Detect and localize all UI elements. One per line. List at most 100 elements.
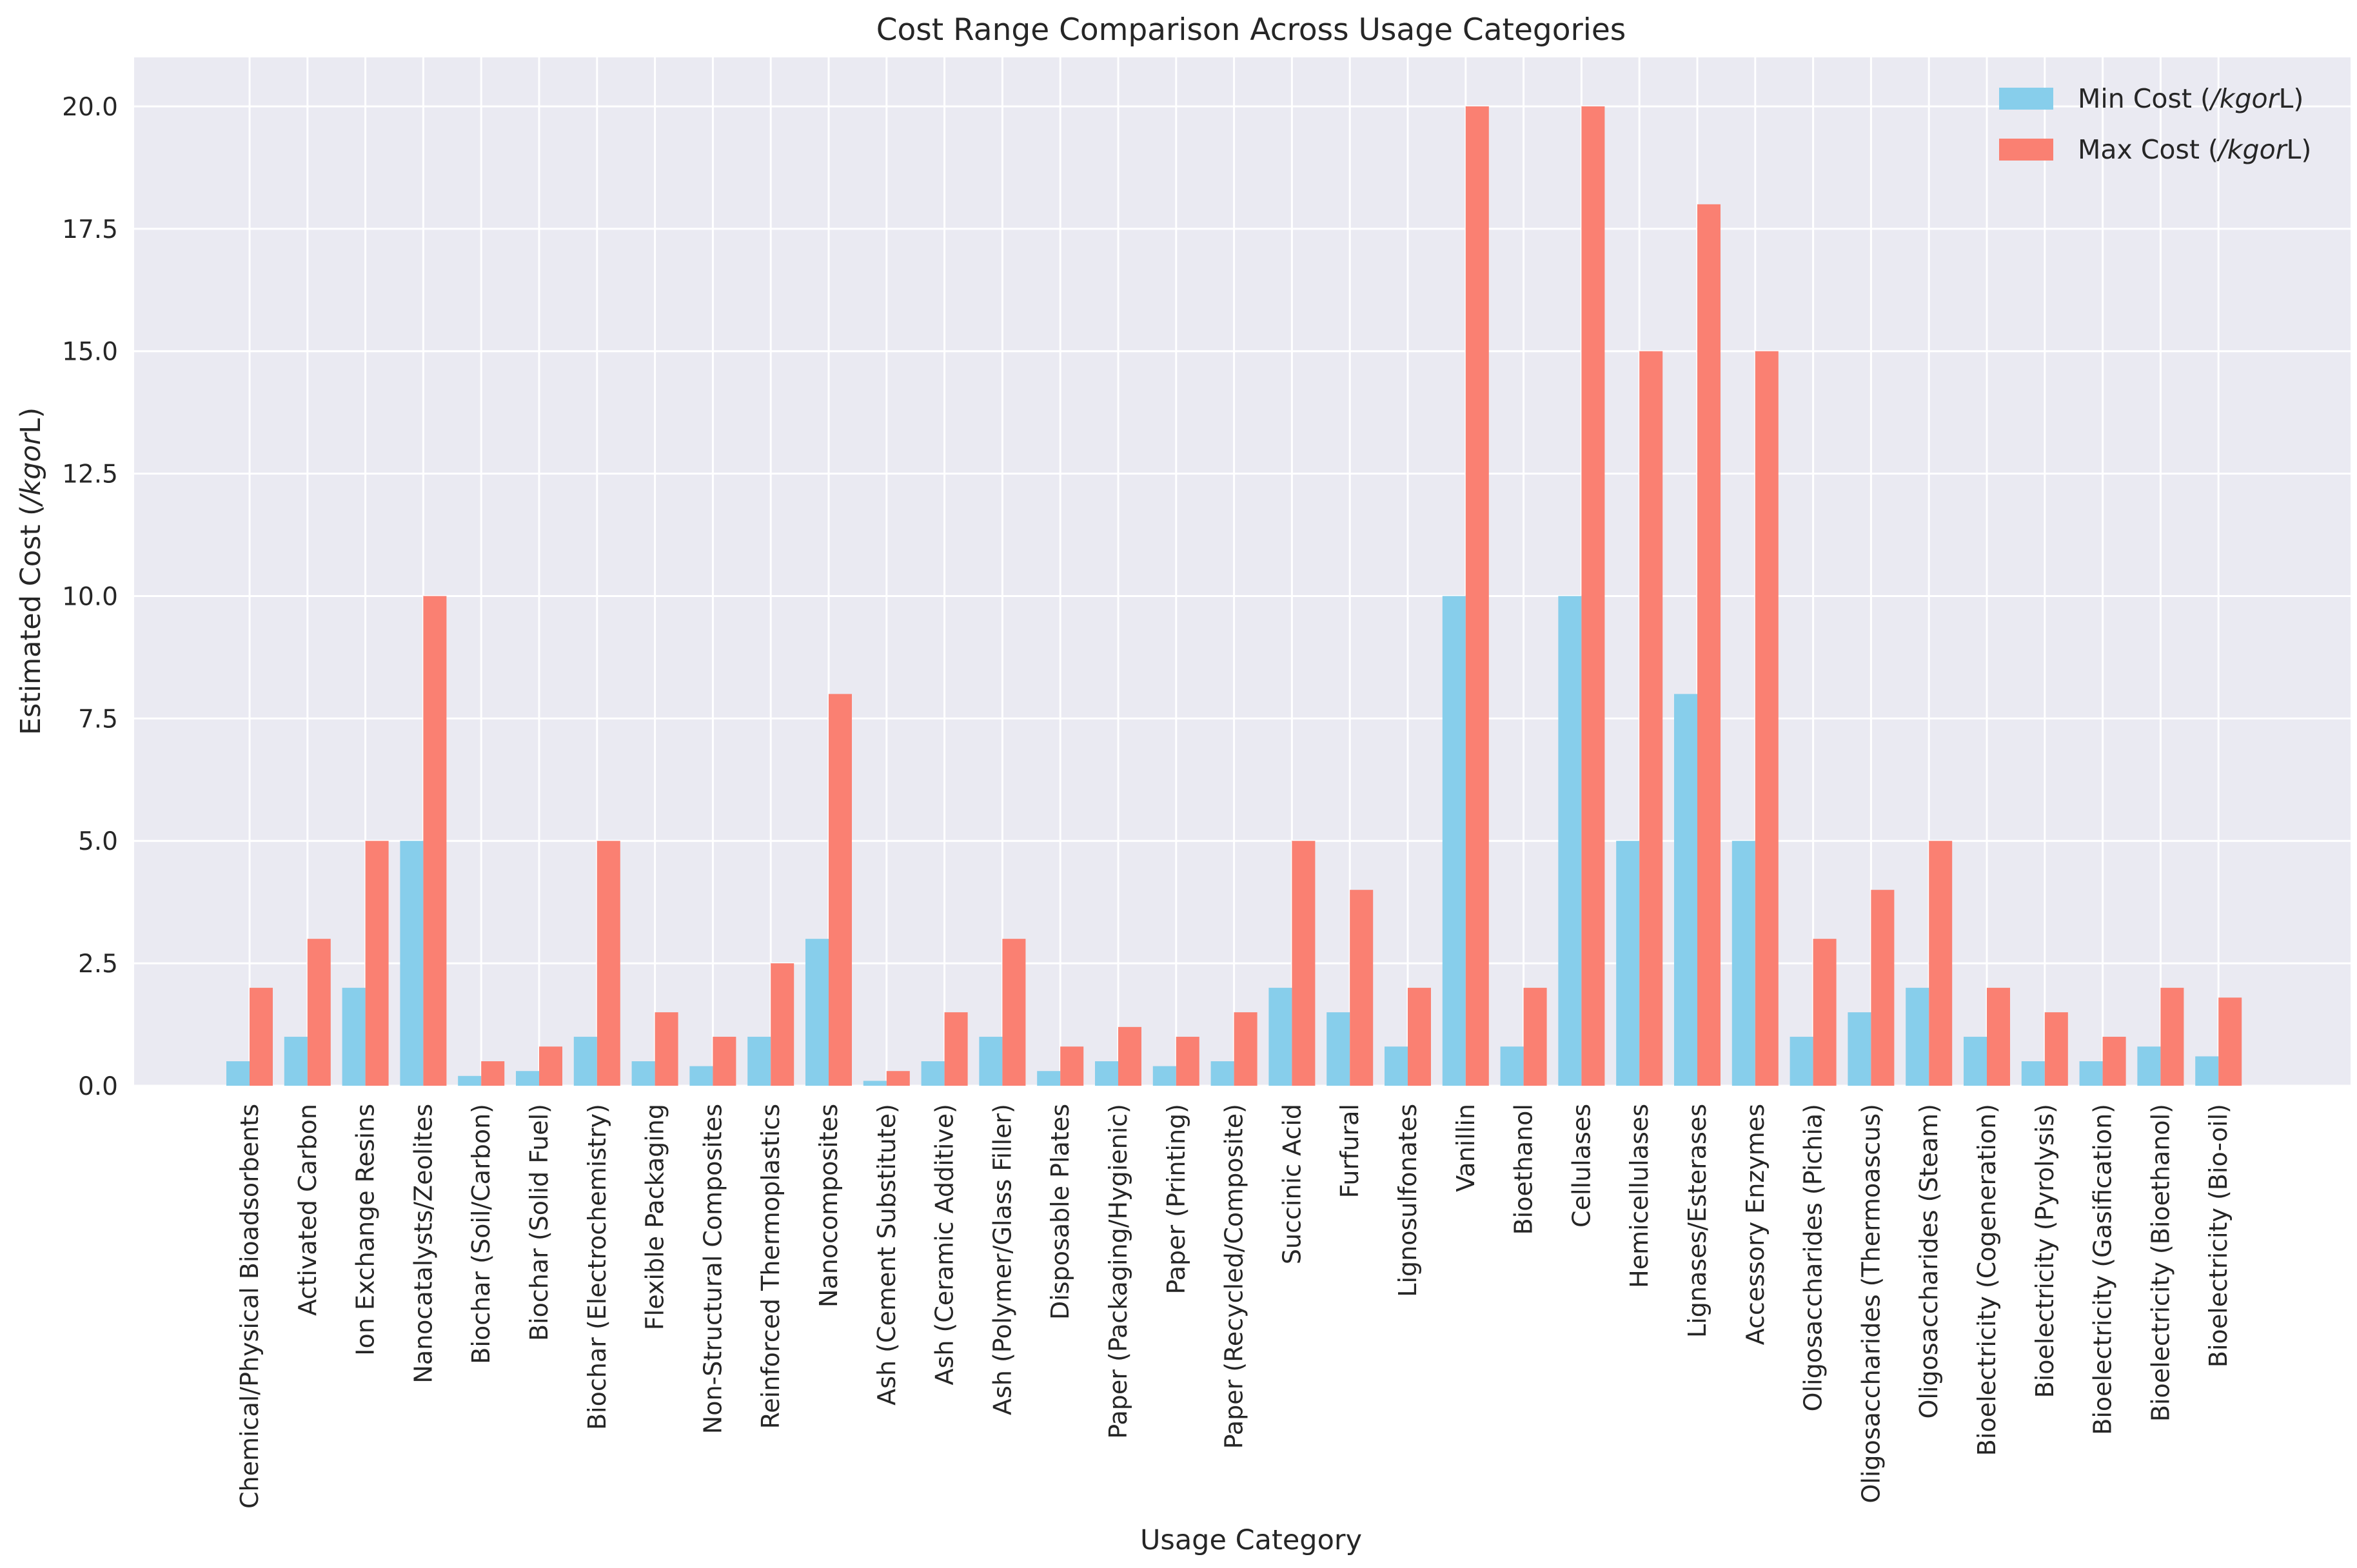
max-cost-bar-17 — [1234, 1012, 1257, 1086]
y-tick-label: 5.0 — [78, 827, 118, 856]
x-tick-label: Ion Exchange Resins — [351, 1104, 380, 1356]
x-tick-label: Chemical/Physical Bioadsorbents — [235, 1104, 264, 1509]
max-cost-bar-15 — [1118, 1026, 1141, 1086]
max-cost-bar-4 — [481, 1061, 505, 1086]
min-cost-bar-2 — [342, 988, 366, 1086]
min-cost-bar-15 — [1095, 1061, 1118, 1086]
max-cost-bar-22 — [1523, 988, 1547, 1086]
max-cost-bar-28 — [1871, 890, 1895, 1086]
x-tick-label: Ash (Polymer/Glass Filler) — [988, 1104, 1016, 1415]
y-axis-label: Estimated Cost (/kgorL) — [15, 407, 47, 735]
chart-title: Cost Range Comparison Across Usage Categ… — [876, 12, 1626, 48]
x-tick-label: Nanocomposites — [814, 1104, 843, 1308]
max-cost-bar-32 — [2102, 1037, 2126, 1086]
min-cost-bar-16 — [1152, 1066, 1176, 1086]
min-cost-bar-25 — [1674, 694, 1697, 1086]
min-cost-bar-20 — [1385, 1046, 1408, 1086]
min-cost-bar-6 — [573, 1037, 597, 1086]
min-cost-bar-5 — [516, 1071, 539, 1086]
y-tick-label: 12.5 — [62, 460, 118, 489]
min-cost-bar-14 — [1037, 1071, 1061, 1086]
max-cost-bar-16 — [1176, 1037, 1199, 1086]
x-tick-label: Paper (Recycled/Composite) — [1220, 1104, 1248, 1449]
x-tick-label: Paper (Printing) — [1162, 1104, 1190, 1295]
max-cost-bar-1 — [307, 939, 331, 1086]
x-tick-label: Bioelectricity (Cogeneration) — [1973, 1104, 2001, 1456]
min-cost-bar-29 — [1906, 988, 1929, 1086]
max-cost-bar-5 — [539, 1046, 562, 1086]
min-cost-bar-8 — [689, 1066, 713, 1086]
y-axis-ticks: 0.0 2.5 5.0 7.5 10.0 12.5 15.0 17.5 20.0 — [62, 93, 118, 1101]
max-cost-bar-10 — [829, 694, 852, 1086]
min-cost-bar-32 — [2079, 1061, 2103, 1086]
x-tick-label: Accessory Enzymes — [1741, 1104, 1770, 1345]
max-cost-bar-7 — [655, 1012, 678, 1086]
max-cost-bar-14 — [1060, 1046, 1084, 1086]
y-tick-label: 0.0 — [78, 1072, 118, 1101]
x-tick-label: Flexible Packaging — [641, 1104, 669, 1330]
min-cost-bar-1 — [284, 1037, 308, 1086]
bars — [226, 106, 2242, 1086]
max-cost-bar-23 — [1581, 106, 1605, 1086]
x-tick-label: Bioelectricity (Bio-oil) — [2204, 1104, 2233, 1367]
min-cost-bar-13 — [979, 1037, 1003, 1086]
x-axis-label: Usage Category — [1140, 1524, 1362, 1556]
x-tick-label: Furfural — [1336, 1104, 1364, 1198]
x-tick-label: Oligosaccharides (Steam) — [1915, 1104, 1943, 1419]
x-tick-label: Biochar (Solid Fuel) — [525, 1104, 553, 1341]
min-cost-bar-4 — [458, 1075, 482, 1086]
x-axis-ticks: Chemical/Physical Bioadsorbents Activated… — [235, 1104, 2233, 1509]
max-cost-bar-30 — [1987, 988, 2010, 1086]
min-cost-bar-34 — [2195, 1056, 2219, 1086]
max-cost-bar-6 — [597, 841, 620, 1086]
max-cost-bar-8 — [713, 1037, 736, 1086]
max-cost-bar-12 — [944, 1012, 968, 1086]
max-cost-bar-21 — [1465, 106, 1489, 1086]
max-cost-bar-34 — [2218, 997, 2242, 1086]
max-cost-bar-9 — [771, 963, 794, 1086]
max-cost-bar-24 — [1639, 351, 1663, 1086]
max-cost-bar-20 — [1408, 988, 1431, 1086]
plot-area — [134, 57, 2351, 1086]
max-cost-bar-29 — [1929, 841, 1953, 1086]
legend-label-0: Min Cost (/kgorL) — [2078, 83, 2303, 114]
min-cost-bar-21 — [1442, 596, 1466, 1086]
x-tick-label: Biochar (Soil/Carbon) — [467, 1104, 495, 1364]
min-cost-bar-0 — [226, 1061, 250, 1086]
min-cost-bar-28 — [1848, 1012, 1871, 1086]
min-cost-bar-23 — [1558, 596, 1582, 1086]
y-tick-label: 15.0 — [62, 338, 118, 367]
max-cost-bar-25 — [1697, 204, 1721, 1086]
max-cost-bar-19 — [1350, 890, 1374, 1086]
x-tick-label: Oligosaccharides (Pichia) — [1799, 1104, 1828, 1411]
min-cost-bar-26 — [1731, 841, 1755, 1086]
x-tick-label: Bioelectricity (Pyrolysis) — [2031, 1104, 2059, 1398]
x-tick-label: Non-Structural Composites — [698, 1104, 727, 1434]
max-cost-bar-3 — [423, 596, 447, 1086]
y-tick-label: 10.0 — [62, 582, 118, 611]
min-cost-bar-12 — [921, 1061, 945, 1086]
x-tick-label: Lignosulfonates — [1394, 1104, 1422, 1297]
min-cost-bar-18 — [1268, 988, 1292, 1086]
legend-swatch-1 — [1999, 139, 2053, 161]
min-cost-bar-17 — [1210, 1061, 1234, 1086]
max-cost-bar-0 — [250, 988, 273, 1086]
x-tick-label: Oligosaccharides (Thermoascus) — [1857, 1104, 1885, 1504]
legend: Min Cost (/kgorL) Max Cost (/kgorL) — [1999, 83, 2311, 165]
x-tick-label: Succinic Acid — [1277, 1104, 1306, 1264]
x-tick-label: Reinforced Thermoplastics — [756, 1104, 785, 1429]
y-tick-label: 2.5 — [78, 950, 118, 979]
min-cost-bar-3 — [400, 841, 424, 1086]
x-tick-label: Lignases/Esterases — [1683, 1104, 1711, 1338]
min-cost-bar-24 — [1616, 841, 1640, 1086]
x-tick-label: Cellulases — [1567, 1104, 1595, 1228]
x-tick-label: Bioethanol — [1510, 1104, 1538, 1235]
x-tick-label: Bioelectricity (Gasification) — [2089, 1104, 2117, 1435]
min-cost-bar-31 — [2021, 1061, 2045, 1086]
max-cost-bar-33 — [2160, 988, 2184, 1086]
min-cost-bar-19 — [1326, 1012, 1350, 1086]
x-tick-label: Activated Carbon — [293, 1104, 322, 1316]
max-cost-bar-18 — [1292, 841, 1316, 1086]
min-cost-bar-30 — [1964, 1037, 1987, 1086]
